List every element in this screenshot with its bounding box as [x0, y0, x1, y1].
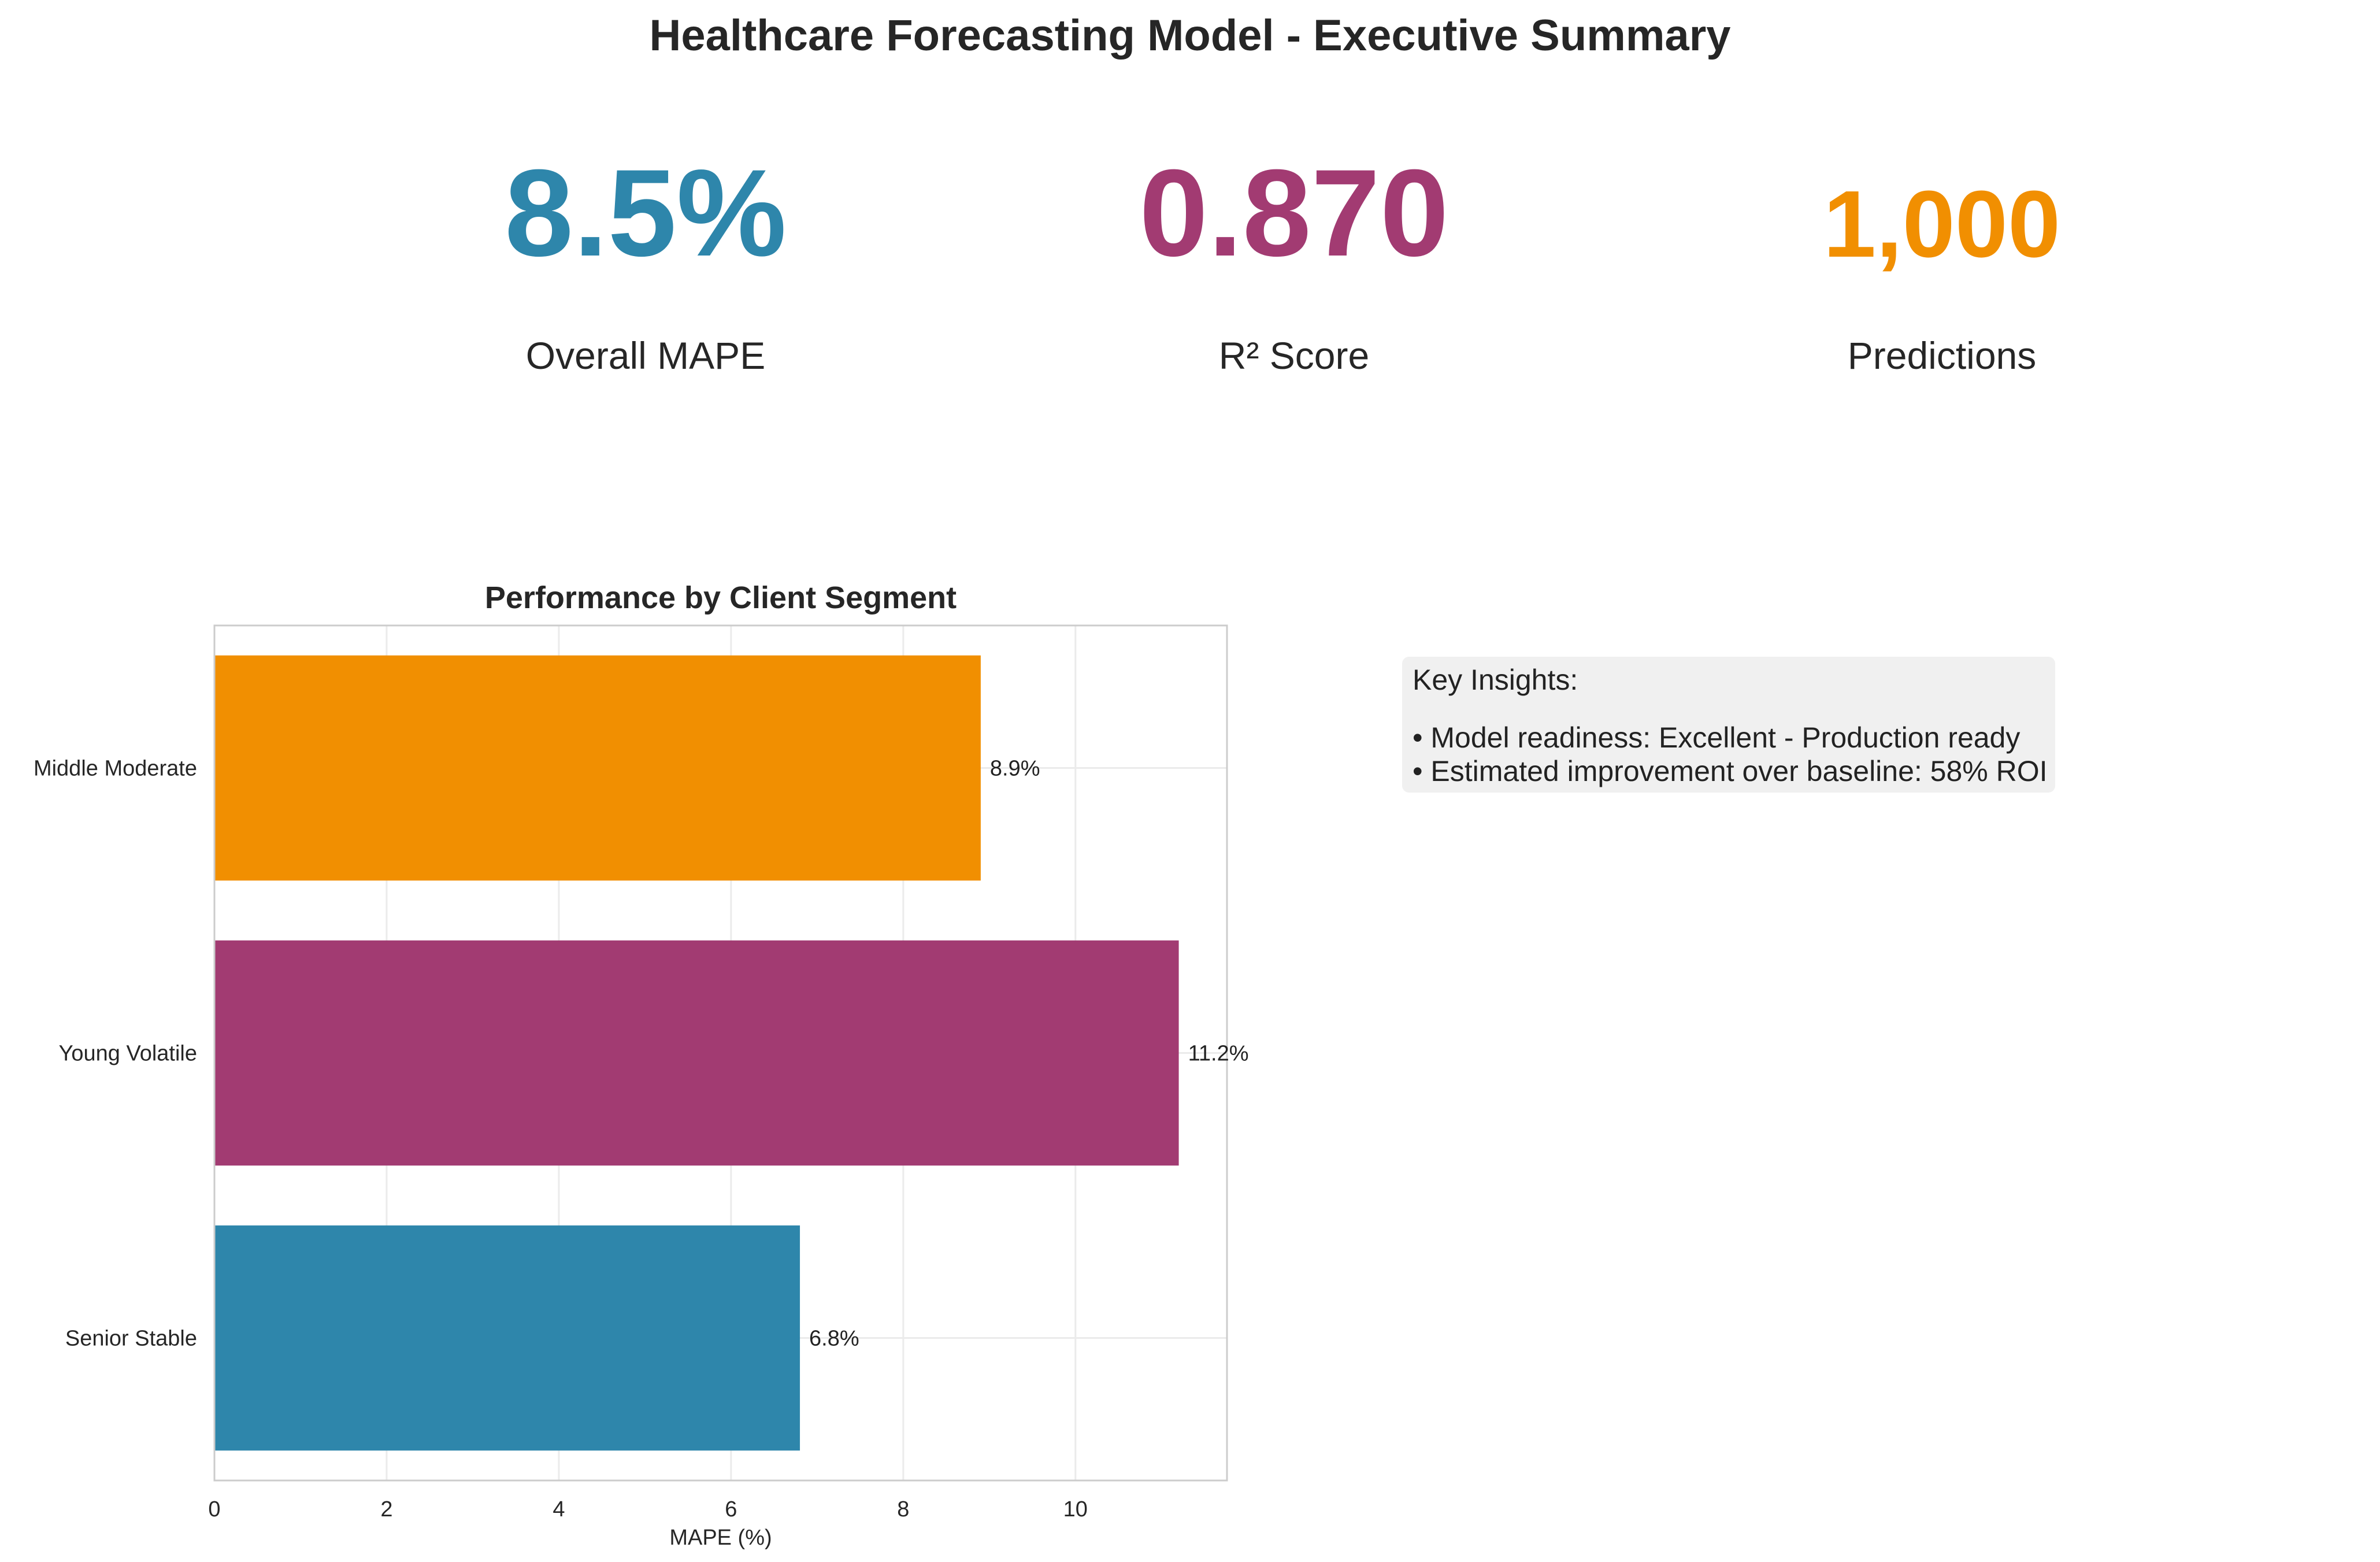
plot-frame	[213, 624, 1228, 1482]
y-tick-label: Middle Moderate	[34, 757, 197, 781]
insight-line: • Model readiness: Excellent - Productio…	[1413, 721, 2021, 754]
y-tick-label: Young Volatile	[59, 1042, 198, 1066]
chart-title: Performance by Client Segment	[485, 580, 957, 615]
x-tick-label: 0	[208, 1497, 220, 1522]
bars	[214, 655, 1179, 1451]
x-tick-label: 2	[380, 1497, 392, 1522]
key-insights-box: Key Insights: • Model readiness: Excelle…	[1402, 657, 2055, 793]
value-labels: 6.8% 11.2% 8.9%	[809, 757, 1248, 1351]
kpi-r2-label: R² Score	[1218, 334, 1370, 377]
x-tick-label: 6	[725, 1497, 737, 1522]
kpi-r2-value: 0.870	[1139, 144, 1449, 282]
bar	[214, 940, 1179, 1166]
insights-heading: Key Insights:	[1413, 664, 1578, 696]
value-label: 11.2%	[1188, 1042, 1249, 1066]
kpi-mape-label: Overall MAPE	[525, 334, 766, 377]
kpi-predictions: 1,000 Predictions	[1653, 177, 2231, 375]
value-label: 8.9%	[990, 757, 1040, 781]
x-tick-label: 10	[1063, 1497, 1088, 1522]
kpi-predictions-label: Predictions	[1847, 334, 2037, 377]
x-tick-labels: 0 2 4 6 8 10	[208, 1497, 1088, 1522]
kpi-predictions-value: 1,000	[1823, 171, 2061, 277]
y-tick-label: Senior Stable	[65, 1327, 197, 1351]
bar	[214, 1225, 800, 1451]
x-tick-label: 8	[897, 1497, 909, 1522]
x-tick-label: 4	[553, 1497, 565, 1522]
kpi-r2: 0.870 R² Score	[1005, 151, 1583, 375]
kpi-mape: 8.5% Overall MAPE	[357, 151, 935, 375]
insight-line: • Estimated improvement over baseline: 5…	[1413, 755, 2048, 787]
value-label: 6.8%	[809, 1327, 859, 1351]
dashboard-title: Healthcare Forecasting Model - Executive…	[649, 11, 1731, 60]
y-tick-labels: Senior Stable Young Volatile Middle Modera…	[34, 757, 197, 1351]
kpi-mape-value: 8.5%	[505, 144, 787, 282]
bar	[214, 655, 981, 881]
x-axis-label: MAPE (%)	[669, 1526, 772, 1550]
